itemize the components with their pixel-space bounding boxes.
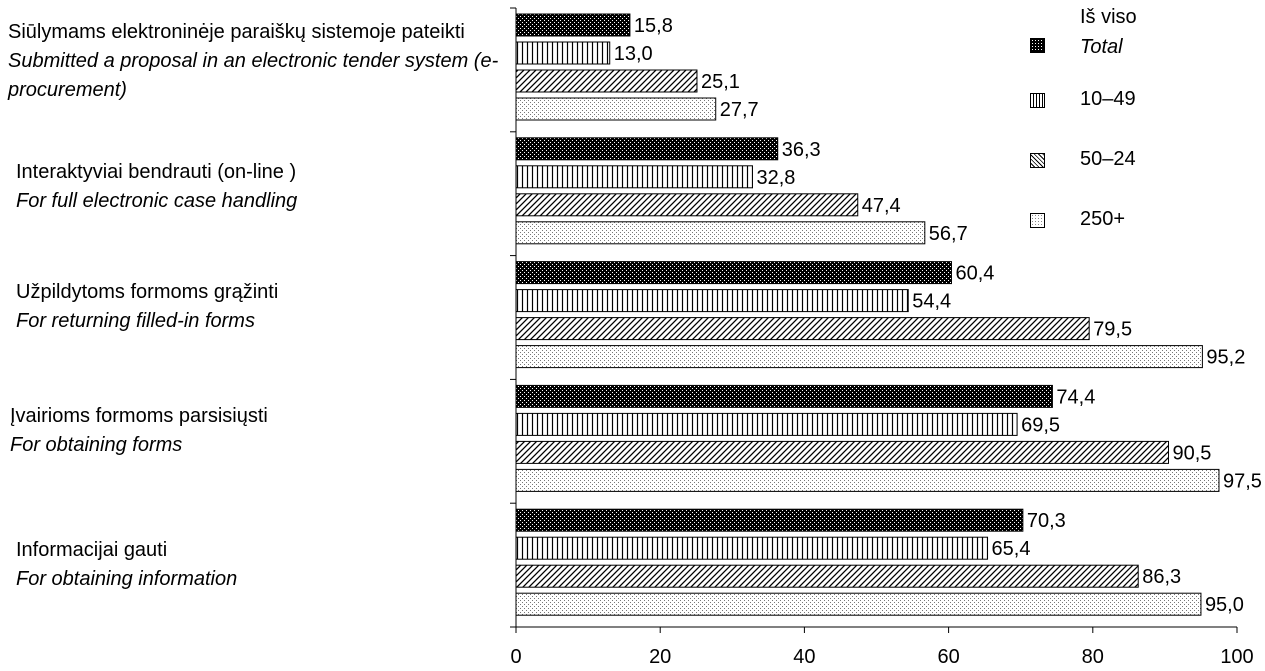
- bar-250-plus-2: [515, 345, 1203, 369]
- value-label-50-24-0: 25,1: [701, 71, 740, 93]
- value-label-total-2: 60,4: [955, 263, 994, 285]
- bar-10-49-3: [515, 412, 1018, 436]
- x-tick-label: 40: [793, 646, 815, 668]
- legend-label-total-en: Total: [1080, 36, 1123, 58]
- bar-250-plus-0: [515, 97, 717, 121]
- category-label-0: Siūlymams elektroninėje paraiškų sistemo…: [8, 18, 528, 105]
- x-tick-label: 20: [649, 646, 671, 668]
- value-label-250-plus-3: 97,5: [1223, 470, 1262, 492]
- value-label-10-49-3: 69,5: [1021, 414, 1060, 436]
- bar-total-2: [515, 261, 952, 285]
- value-label-250-plus-0: 27,7: [720, 99, 759, 121]
- value-label-10-49-1: 32,8: [756, 167, 795, 189]
- category-label-0-en: Submitted a proposal in an electronic te…: [8, 50, 499, 101]
- legend-item-50-24: 50–24: [1030, 148, 1250, 208]
- value-label-50-24-1: 47,4: [862, 195, 901, 217]
- bar-50-24-1: [515, 193, 859, 217]
- bar-10-49-1: [515, 165, 753, 189]
- category-label-4: Informacijai gauti For obtaining informa…: [16, 536, 237, 594]
- legend-label-total: Iš viso: [1080, 6, 1137, 28]
- bar-50-24-2: [515, 317, 1090, 341]
- value-label-10-49-4: 65,4: [992, 538, 1031, 560]
- x-tick-label: 0: [510, 646, 521, 668]
- bar-50-24-0: [515, 69, 698, 93]
- category-label-4-en: For obtaining information: [16, 568, 238, 590]
- value-label-50-24-4: 86,3: [1142, 566, 1181, 588]
- category-label-1-lt: Interaktyviai bendrauti (on-line ): [16, 161, 297, 183]
- bar-250-plus-1: [515, 221, 926, 245]
- value-label-250-plus-2: 95,2: [1206, 347, 1245, 369]
- bar-10-49-2: [515, 289, 909, 313]
- bar-total-3: [515, 384, 1053, 408]
- legend-label-250-plus: 250+: [1080, 208, 1126, 230]
- value-label-total-0: 15,8: [634, 15, 673, 37]
- legend-swatch-total: [1030, 38, 1045, 53]
- x-tick-label: 60: [937, 646, 959, 668]
- category-label-0-lt: Siūlymams elektroninėje paraiškų sistemo…: [8, 21, 465, 43]
- x-tick-label: 80: [1082, 646, 1104, 668]
- category-label-1: Interaktyviai bendrauti (on-line ) For f…: [16, 158, 297, 216]
- category-label-1-en: For full electronic case handling: [16, 190, 298, 212]
- bar-250-plus-4: [515, 592, 1202, 616]
- value-label-10-49-0: 13,0: [614, 43, 653, 65]
- value-label-total-1: 36,3: [782, 139, 821, 161]
- legend-item-10-49: 10–49: [1030, 88, 1250, 148]
- bar-50-24-4: [515, 564, 1139, 588]
- value-label-10-49-2: 54,4: [912, 291, 951, 313]
- value-label-total-4: 70,3: [1027, 510, 1066, 532]
- category-label-2: Užpildytoms formoms grąžinti For returni…: [16, 278, 278, 336]
- value-label-total-3: 74,4: [1056, 386, 1095, 408]
- category-label-2-en: For returning filled-in forms: [16, 310, 255, 332]
- bar-10-49-0: [515, 41, 611, 65]
- category-label-4-lt: Informacijai gauti: [16, 539, 168, 561]
- category-label-3-en: For obtaining forms: [10, 434, 183, 456]
- legend-item-total: Iš viso Total: [1030, 6, 1250, 66]
- category-label-3: Įvairioms formoms parsisiųsti For obtain…: [10, 402, 268, 460]
- value-label-50-24-2: 79,5: [1093, 319, 1132, 341]
- value-label-250-plus-4: 95,0: [1205, 594, 1244, 616]
- bar-total-0: [515, 13, 631, 37]
- category-label-2-lt: Užpildytoms formoms grąžinti: [16, 281, 279, 303]
- bar-250-plus-3: [515, 468, 1220, 492]
- value-label-50-24-3: 90,5: [1173, 442, 1212, 464]
- legend-swatch-50-24: [1030, 153, 1045, 168]
- bar-total-4: [515, 508, 1024, 532]
- legend-swatch-250-plus: [1030, 213, 1045, 228]
- legend-item-250-plus: 250+: [1030, 208, 1250, 268]
- legend-swatch-10-49: [1030, 93, 1045, 108]
- category-label-3-lt: Įvairioms formoms parsisiųsti: [10, 405, 268, 427]
- bar-total-1: [515, 137, 779, 161]
- legend-label-10-49: 10–49: [1080, 88, 1136, 110]
- bar-50-24-3: [515, 440, 1170, 464]
- x-tick-label: 100: [1220, 646, 1253, 668]
- bar-10-49-4: [515, 536, 989, 560]
- legend-label-50-24: 50–24: [1080, 148, 1136, 170]
- value-label-250-plus-1: 56,7: [929, 223, 968, 245]
